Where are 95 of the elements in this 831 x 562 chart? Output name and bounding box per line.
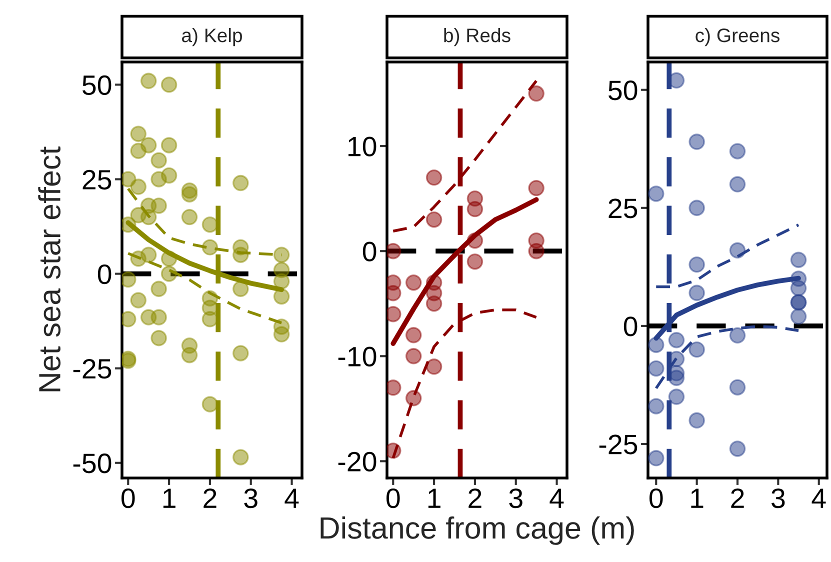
- y-tick-label: 0: [624, 316, 638, 336]
- point: [232, 449, 249, 466]
- point: [181, 186, 198, 202]
- x-tick-label: 4: [812, 488, 826, 508]
- x-tick-label: 4: [550, 488, 564, 508]
- point: [140, 72, 157, 90]
- x-tick-label: 0: [386, 488, 400, 508]
- point: [232, 345, 249, 362]
- point: [426, 296, 442, 312]
- point: [688, 256, 705, 273]
- point: [648, 186, 664, 202]
- point: [729, 143, 746, 160]
- point: [426, 358, 442, 375]
- point: [426, 169, 442, 186]
- point: [150, 280, 167, 298]
- y-tick-label: 50: [82, 75, 112, 96]
- y-tick-label: 0: [98, 264, 112, 284]
- chart-title: c) Greens: [696, 28, 780, 46]
- x-tick-label: 0: [122, 488, 135, 508]
- y-tick-label: -10: [338, 346, 376, 366]
- x-tick-label: 2: [731, 488, 744, 508]
- x-tick-label: 2: [468, 488, 482, 508]
- point: [790, 280, 807, 296]
- chart-title: b) Reds: [444, 28, 510, 46]
- point: [273, 246, 290, 263]
- point: [668, 388, 685, 405]
- point: [181, 346, 198, 364]
- point: [668, 370, 685, 386]
- point: [202, 396, 218, 412]
- x-tick-label: 0: [650, 488, 663, 508]
- x-axis-title: Distance from cage (m): [320, 516, 634, 545]
- point: [405, 274, 422, 291]
- point: [648, 398, 664, 414]
- x-tick-label: 2: [204, 488, 216, 508]
- x-tick-label: 3: [772, 488, 785, 508]
- point: [130, 142, 146, 159]
- point: [130, 292, 146, 308]
- point: [466, 200, 484, 218]
- line-series: [654, 224, 800, 288]
- point: [688, 284, 705, 302]
- point: [688, 134, 705, 150]
- point: [202, 239, 218, 256]
- point: [790, 308, 807, 325]
- point: [729, 176, 746, 192]
- x-tick-label: 1: [428, 488, 440, 508]
- y-tick-label: -20: [338, 452, 376, 472]
- point: [160, 137, 178, 154]
- point: [648, 450, 664, 466]
- point: [130, 178, 146, 195]
- point: [405, 348, 422, 364]
- point: [790, 252, 807, 268]
- point: [729, 379, 746, 396]
- x-tick-label: 3: [509, 488, 522, 508]
- y-tick-label: 50: [608, 80, 638, 100]
- point: [648, 336, 664, 353]
- point: [232, 174, 249, 192]
- point: [273, 288, 290, 305]
- point: [150, 309, 167, 326]
- y-tick-label: 25: [608, 198, 638, 218]
- point: [405, 390, 422, 406]
- point: [528, 242, 544, 260]
- point: [426, 211, 442, 228]
- chart-title: a) Kelp: [182, 28, 242, 46]
- point: [150, 171, 167, 188]
- point: [688, 412, 705, 429]
- point: [688, 200, 705, 216]
- point: [648, 360, 664, 377]
- point: [150, 198, 167, 214]
- point: [668, 332, 685, 348]
- point: [273, 273, 290, 290]
- point: [528, 85, 544, 102]
- y-tick-label: -50: [73, 454, 112, 474]
- point: [130, 126, 146, 142]
- y-tick-label: 25: [82, 170, 112, 190]
- y-tick-label: 10: [348, 136, 376, 156]
- y-tick-label: -25: [73, 358, 112, 379]
- point: [405, 327, 422, 344]
- y-tick-label: 0: [362, 242, 376, 262]
- point: [528, 180, 544, 196]
- point: [160, 76, 178, 93]
- point: [729, 440, 746, 457]
- point: [150, 330, 167, 346]
- point: [688, 341, 705, 358]
- point: [273, 326, 290, 342]
- x-tick-label: 3: [244, 488, 258, 508]
- point: [232, 280, 249, 298]
- point: [150, 152, 167, 168]
- y-axis-title: Net sea star effect: [38, 146, 61, 392]
- point: [466, 253, 484, 270]
- x-tick-label: 1: [691, 488, 704, 508]
- x-tick-label: 4: [284, 488, 299, 508]
- point: [729, 327, 746, 344]
- y-tick-label: -25: [599, 434, 638, 454]
- x-tick-label: 1: [163, 488, 176, 508]
- point: [181, 208, 198, 226]
